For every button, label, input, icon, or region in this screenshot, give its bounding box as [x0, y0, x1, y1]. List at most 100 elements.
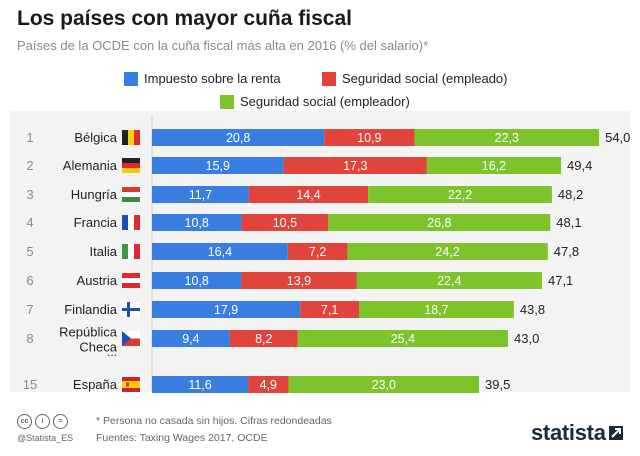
bar-value-label: 18,7: [424, 303, 448, 317]
category-label: Italia: [90, 244, 118, 259]
gap-marker: ...: [107, 345, 117, 359]
bar-value-label: 25,4: [391, 332, 415, 346]
flag-stripe: [122, 331, 140, 339]
bar-value-label: 15,9: [206, 159, 230, 173]
flag-stripe: [122, 197, 140, 202]
legend-swatch-income-tax: [124, 71, 138, 86]
legend-swatch-social-employee: [322, 71, 336, 86]
flag-stripe: [122, 163, 140, 168]
category-label: Francia: [74, 215, 118, 230]
attribution-icon: i: [35, 414, 50, 429]
bar-value-label: 24,2: [435, 245, 459, 259]
rank-label: 6: [26, 273, 33, 288]
rank-label: 3: [26, 187, 33, 202]
flag-cross-v: [127, 302, 130, 317]
flag-stripe: [128, 130, 134, 145]
bar-segment: [283, 157, 427, 174]
bar-value-label: 22,4: [437, 274, 461, 288]
bar-segment: [368, 186, 552, 203]
total-label: 48,1: [556, 215, 581, 230]
flag-stripe: [128, 215, 134, 230]
bar-segment: [152, 186, 249, 203]
category-label: Hungría: [71, 187, 118, 202]
bar-segment: [152, 157, 284, 174]
flag-stripe: [134, 215, 140, 230]
bar-segment: [287, 243, 348, 260]
category-label: República: [59, 325, 118, 340]
chart-title: Los países con mayor cuña fiscal: [17, 7, 352, 30]
footnote-note: * Persona no casada sin hijos. Cifras re…: [96, 415, 332, 427]
rank-label: 1: [26, 130, 33, 145]
bar-value-label: 26,8: [427, 216, 451, 230]
bar-value-label: 4,9: [260, 378, 277, 392]
bar-segment: [356, 272, 542, 289]
flag-stripe: [122, 338, 140, 346]
bar-segment: [152, 301, 301, 318]
flag-stripe: [122, 192, 140, 197]
bar-value-label: 16,4: [208, 245, 232, 259]
total-label: 54,0: [605, 130, 630, 145]
legend-label-income-tax: Impuesto sobre la renta: [144, 71, 281, 86]
bar-value-label: 17,9: [214, 303, 238, 317]
category-label: España: [73, 377, 118, 392]
bar-value-label: 22,2: [448, 188, 472, 202]
bar-value-label: 17,3: [343, 159, 367, 173]
bar-segment: [241, 272, 357, 289]
bar-value-label: 10,5: [273, 216, 297, 230]
bar-segment: [288, 376, 480, 393]
bar-value-label: 8,2: [255, 332, 272, 346]
total-label: 49,4: [567, 158, 592, 173]
flag-cross-h: [122, 308, 140, 311]
legend-label-social-employer: Seguridad social (empleador): [240, 94, 410, 109]
flag-stripe: [122, 158, 140, 163]
bar-segment: [152, 272, 242, 289]
legend-item-social-employer: Seguridad social (empleador): [220, 94, 410, 109]
bar-value-label: 10,8: [185, 216, 209, 230]
bar-segment: [229, 330, 298, 347]
total-label: 43,0: [514, 331, 539, 346]
flag-stripe: [122, 244, 128, 259]
bar-value-label: 13,9: [287, 274, 311, 288]
bar-value-label: 7,1: [321, 303, 338, 317]
bar-segment: [152, 243, 288, 260]
cc-icon: cc: [17, 414, 32, 429]
flag-stripe: [122, 273, 140, 278]
legend-item-income-tax: Impuesto sobre la renta: [124, 71, 281, 86]
bar-segment: [248, 376, 289, 393]
flag-stripe: [128, 244, 134, 259]
rank-label: 2: [26, 158, 33, 173]
category-label: Checa: [79, 340, 117, 355]
flag-stripe: [122, 283, 140, 288]
category-label: Alemania: [63, 158, 118, 173]
statista-logo[interactable]: statista: [531, 420, 623, 446]
bar-value-label: 7,2: [309, 245, 326, 259]
bar-value-label: 16,2: [482, 159, 506, 173]
bar-segment: [297, 330, 509, 347]
bar-value-label: 11,7: [189, 188, 212, 202]
bar-value-label: 9,4: [182, 332, 199, 346]
flag-stripe: [122, 278, 140, 283]
bar-value-label: 10,9: [357, 131, 381, 145]
bar-segment: [152, 129, 325, 146]
statista-logo-icon: [608, 426, 623, 440]
bar-value-label: 11,6: [188, 378, 211, 392]
bar-segment: [241, 214, 329, 231]
category-label: Finlandia: [64, 302, 118, 317]
statista-logo-text: statista: [531, 420, 606, 445]
bar-value-label: 20,8: [226, 131, 250, 145]
total-label: 48,2: [558, 187, 583, 202]
bar-value-label: 22,3: [495, 131, 519, 145]
bar-segment: [300, 301, 359, 318]
rank-label: 8: [26, 331, 33, 346]
rank-label: 4: [26, 215, 33, 230]
no-derivatives-icon: =: [53, 414, 68, 429]
legend-label-social-employee: Seguridad social (empleado): [342, 71, 508, 86]
bar-segment: [152, 330, 230, 347]
flag-emblem: [126, 382, 129, 387]
total-label: 43,8: [520, 302, 545, 317]
flag-triangle: [122, 331, 131, 346]
bar-value-label: 10,8: [185, 274, 209, 288]
total-label: 39,5: [485, 377, 510, 392]
license-icons: cc i =: [17, 414, 68, 429]
